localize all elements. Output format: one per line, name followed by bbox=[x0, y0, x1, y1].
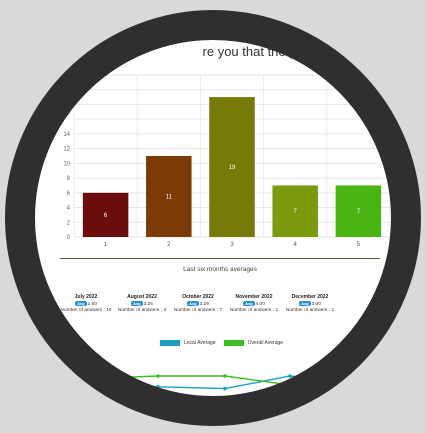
series-point bbox=[108, 376, 112, 380]
series-point bbox=[223, 386, 227, 391]
series-point bbox=[108, 381, 112, 386]
series-point bbox=[288, 374, 292, 378]
series-point bbox=[223, 374, 227, 378]
series-point bbox=[156, 385, 160, 389]
series-point bbox=[156, 374, 160, 378]
series-line bbox=[109, 375, 346, 390]
series-point bbox=[343, 377, 347, 382]
series-point bbox=[288, 383, 292, 387]
